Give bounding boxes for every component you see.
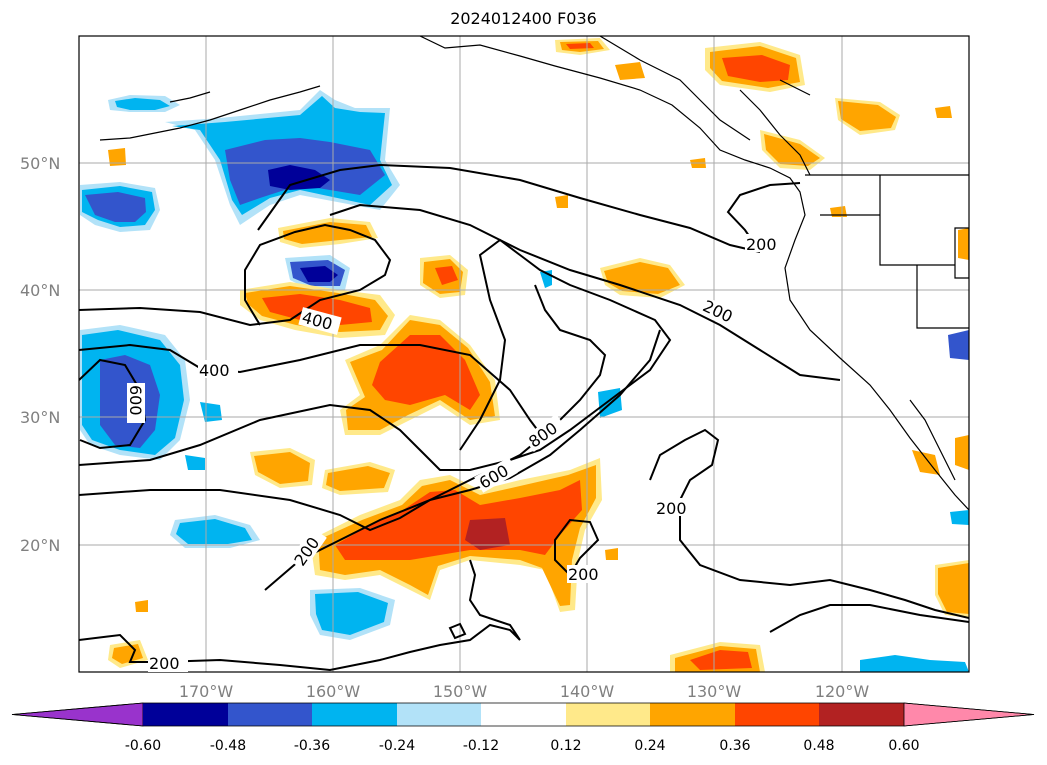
colorbar-outline bbox=[11, 702, 1035, 727]
colorbar-segment bbox=[481, 703, 566, 726]
colorbar-segment bbox=[650, 703, 735, 726]
contour-label: 400 bbox=[199, 361, 230, 380]
colorbar-segment bbox=[312, 703, 397, 726]
colorbar-tick-label: 0.12 bbox=[550, 738, 581, 754]
colorbar-segment bbox=[566, 703, 650, 726]
colorbar-tick-label: -0.36 bbox=[294, 738, 330, 754]
lon-label: 150°W bbox=[433, 682, 488, 701]
colorbar-tick-label: 0.36 bbox=[719, 738, 750, 754]
colorbar-extend-high bbox=[903, 702, 1035, 727]
colorbar-tick-label: 0.48 bbox=[803, 738, 834, 754]
colorbar-ticks: -0.60 -0.48 -0.36 -0.24 -0.12 0.12 0.24 … bbox=[125, 738, 920, 754]
lat-label: 20°N bbox=[20, 536, 60, 555]
colorbar-segment bbox=[735, 703, 819, 726]
lat-label: 30°N bbox=[20, 408, 60, 427]
colorbar-tick-label: 0.24 bbox=[634, 738, 665, 754]
colorbar bbox=[11, 702, 1035, 727]
longitude-labels: 170°W 160°W 150°W 140°W 130°W 120°W bbox=[179, 682, 870, 701]
positive-anomaly-regions bbox=[108, 38, 969, 672]
contour-label: 200 bbox=[746, 235, 777, 254]
lat-label: 40°N bbox=[20, 281, 60, 300]
latitude-labels: 50°N 40°N 30°N 20°N bbox=[20, 154, 60, 555]
shaded-fields bbox=[79, 36, 969, 672]
colorbar-segment bbox=[819, 703, 904, 726]
colorbar-extend-low bbox=[11, 702, 144, 727]
lon-label: 140°W bbox=[560, 682, 615, 701]
negative-anomaly-regions bbox=[80, 90, 969, 672]
colorbar-tick-label: -0.48 bbox=[210, 738, 246, 754]
lat-label: 50°N bbox=[20, 154, 60, 173]
contour-label: 200 bbox=[568, 565, 599, 584]
colorbar-tick-label: -0.60 bbox=[125, 738, 161, 754]
coastlines bbox=[99, 36, 969, 511]
colorbar-tick-label: -0.12 bbox=[463, 738, 499, 754]
colorbar-tick-label: -0.24 bbox=[379, 738, 415, 754]
contour-label: 200 bbox=[149, 654, 180, 673]
colorbar-segment bbox=[228, 703, 312, 726]
contour-label: 200 bbox=[656, 499, 687, 518]
lon-label: 130°W bbox=[687, 682, 742, 701]
lon-label: 120°W bbox=[815, 682, 870, 701]
map-title: 2024012400 F036 bbox=[450, 9, 597, 28]
lon-label: 160°W bbox=[306, 682, 361, 701]
colorbar-tick-label: 0.60 bbox=[888, 738, 919, 754]
contour-label: 600 bbox=[126, 385, 145, 416]
lon-label: 170°W bbox=[179, 682, 234, 701]
plot-frame bbox=[78, 35, 970, 673]
colorbar-segment bbox=[143, 703, 228, 726]
colorbar-segment bbox=[397, 703, 481, 726]
contour-label-group: 200 200 200 200 200 200 400 400 600 600 … bbox=[126, 234, 785, 673]
